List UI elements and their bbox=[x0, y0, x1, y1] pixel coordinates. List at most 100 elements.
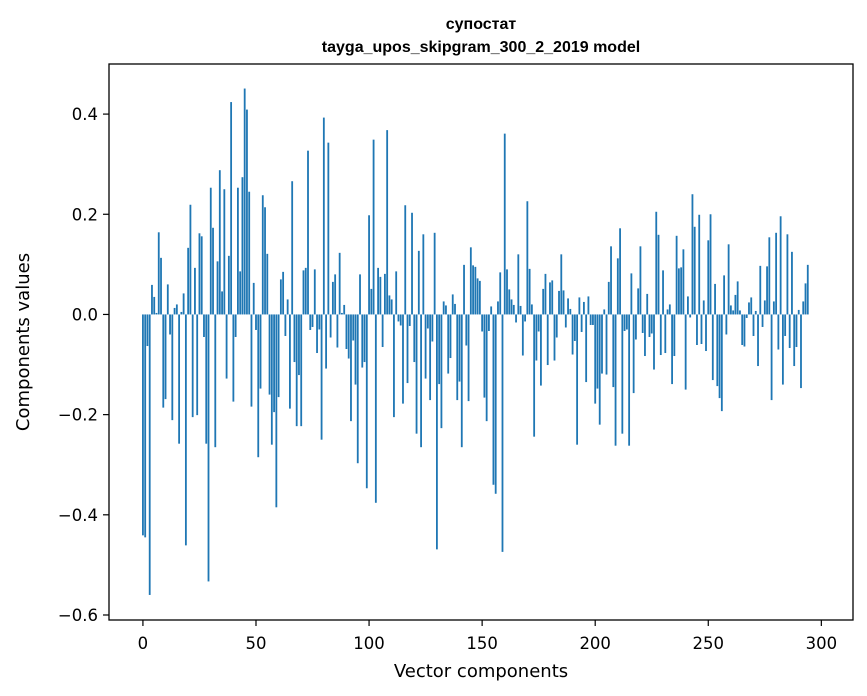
bar bbox=[363, 314, 366, 363]
bar bbox=[194, 267, 196, 315]
y-tick-label: −0.2 bbox=[58, 406, 98, 425]
bar bbox=[571, 314, 574, 355]
bar bbox=[388, 295, 391, 315]
bar bbox=[322, 117, 325, 315]
bar bbox=[657, 234, 660, 315]
bar bbox=[718, 314, 721, 399]
bar bbox=[205, 314, 208, 444]
bar bbox=[709, 214, 712, 315]
bar bbox=[714, 283, 716, 315]
bar bbox=[175, 304, 178, 315]
bar bbox=[490, 306, 493, 315]
bar bbox=[515, 314, 517, 323]
bar bbox=[777, 314, 780, 350]
bar bbox=[259, 314, 262, 389]
bar bbox=[250, 314, 253, 407]
bar bbox=[662, 270, 664, 315]
bar bbox=[291, 181, 294, 315]
bar bbox=[413, 314, 416, 363]
bar bbox=[598, 314, 601, 425]
bar bbox=[675, 235, 678, 315]
bar bbox=[298, 314, 300, 376]
x-axis-ticks: 0 50 100 150 200 250 300 bbox=[138, 620, 837, 653]
bar bbox=[221, 291, 223, 315]
bar bbox=[422, 234, 425, 315]
bar bbox=[309, 314, 312, 330]
bar bbox=[650, 314, 653, 334]
bar bbox=[512, 304, 515, 315]
x-tick-label: 250 bbox=[693, 634, 725, 653]
bar bbox=[227, 255, 230, 315]
bar bbox=[169, 314, 171, 335]
bar bbox=[743, 314, 746, 347]
bar bbox=[503, 133, 506, 315]
bar bbox=[304, 267, 307, 315]
bar bbox=[356, 314, 359, 464]
bar bbox=[331, 281, 334, 315]
bar bbox=[329, 314, 332, 338]
bar bbox=[569, 308, 572, 315]
bar bbox=[666, 309, 669, 315]
y-tick-label: 0.4 bbox=[72, 105, 98, 124]
bar bbox=[261, 195, 264, 315]
bar bbox=[745, 314, 748, 318]
bar bbox=[200, 236, 203, 315]
bar bbox=[576, 314, 579, 445]
bar bbox=[698, 214, 701, 315]
bar bbox=[806, 264, 809, 315]
bar bbox=[646, 293, 649, 315]
bar bbox=[736, 281, 739, 315]
y-tick-label: −0.6 bbox=[58, 606, 98, 625]
bar bbox=[270, 314, 273, 445]
bar bbox=[426, 314, 429, 329]
bar bbox=[655, 211, 658, 315]
bar bbox=[592, 314, 594, 325]
bar bbox=[641, 314, 644, 333]
bar bbox=[207, 314, 210, 582]
bar bbox=[289, 314, 291, 409]
bar bbox=[155, 312, 158, 315]
bar bbox=[802, 301, 805, 315]
bar bbox=[325, 314, 327, 369]
bar bbox=[499, 272, 502, 315]
bar bbox=[415, 314, 418, 434]
bar bbox=[277, 314, 280, 398]
y-tick-label: 0.0 bbox=[72, 305, 98, 324]
bar bbox=[476, 278, 479, 315]
bar bbox=[386, 130, 389, 315]
bar bbox=[241, 177, 244, 315]
bar bbox=[395, 271, 398, 315]
bar bbox=[689, 314, 692, 318]
bar bbox=[779, 216, 782, 315]
bar bbox=[393, 314, 395, 418]
bar bbox=[252, 282, 255, 315]
bar bbox=[544, 273, 547, 315]
bar bbox=[485, 314, 488, 422]
bar bbox=[542, 288, 545, 315]
bar bbox=[237, 187, 239, 315]
bar bbox=[153, 296, 156, 315]
bar bbox=[460, 314, 463, 448]
y-axis-label: Components values bbox=[13, 253, 34, 431]
x-tick-label: 100 bbox=[353, 634, 385, 653]
bar bbox=[775, 232, 778, 315]
bar bbox=[397, 314, 400, 322]
bar bbox=[610, 246, 612, 315]
bar bbox=[524, 314, 526, 322]
bar bbox=[506, 269, 508, 315]
bar bbox=[318, 314, 321, 330]
bar bbox=[573, 314, 576, 341]
bar bbox=[696, 314, 698, 345]
bar bbox=[483, 314, 486, 398]
bar bbox=[255, 314, 257, 330]
bar bbox=[752, 314, 755, 336]
bar bbox=[580, 314, 583, 332]
bar bbox=[374, 314, 377, 503]
bar bbox=[585, 314, 588, 383]
bar bbox=[160, 257, 162, 315]
bar bbox=[623, 314, 626, 331]
bar bbox=[338, 252, 341, 315]
bar bbox=[264, 207, 266, 315]
bar bbox=[788, 314, 791, 349]
bar bbox=[445, 305, 447, 315]
